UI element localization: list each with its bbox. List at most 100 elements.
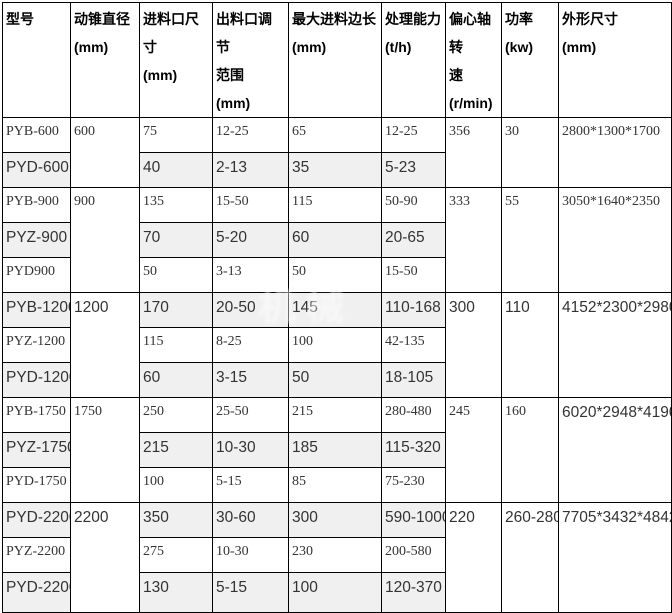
table-cell: 1200 — [70, 292, 140, 398]
column-header-line: 动锥直径 — [74, 11, 130, 27]
column-header-line: 外形尺寸 — [562, 11, 618, 27]
table-row: PYZ-1200 115 8-25 100 42-135 — [2, 327, 672, 363]
table-cell: 185 — [288, 432, 382, 468]
table-cell: 100 — [139, 467, 213, 503]
table-cell: 135 — [139, 187, 213, 223]
column-header-line: 功率 — [505, 11, 533, 27]
table-cell: 115-320 — [381, 432, 446, 468]
table-cell: 100 — [288, 327, 382, 363]
table-cell: 245 — [445, 397, 502, 503]
table-row: PYZ-2200 275 10-30 230 200-580 — [2, 537, 672, 573]
table-cell: 35 — [288, 152, 382, 188]
table-cell: 70 — [139, 222, 213, 258]
table-cell: 300 — [288, 502, 382, 538]
model-cell: PYZ-1200 — [2, 327, 71, 363]
column-header-line: 偏心轴转 — [449, 11, 491, 55]
column-header-line: 最大进料边长 — [292, 11, 376, 27]
column-header-line: (mm) — [216, 95, 251, 111]
table-cell: 250 — [139, 397, 213, 433]
table-cell: 85 — [288, 467, 382, 503]
column-header-line: (mm) — [562, 39, 597, 55]
table-cell: 18-105 — [381, 362, 446, 398]
table-cell: 5-20 — [212, 222, 289, 258]
column-header-line: 进料口尺寸 — [143, 11, 199, 55]
model-cell: PYB-600 — [2, 117, 71, 153]
table-cell: 356 — [445, 117, 502, 188]
column-header: 外形尺寸 (mm) — [558, 2, 672, 118]
column-header-line: 范围 — [216, 67, 244, 83]
model-cell: PYB-1750 — [2, 397, 71, 433]
table-cell: 30-60 — [212, 502, 289, 538]
table-row: PYD-2200 2200 350 30-60 300 590-1000 220 260-28… — [2, 502, 672, 613]
table-cell: 2-13 — [212, 152, 289, 188]
model-cell: PYZ-1750 — [2, 432, 71, 468]
model-cell: PYD-1750 — [2, 467, 71, 503]
table-cell: 590-1000 — [381, 502, 446, 538]
table-row: PYZ-1750 215 10-30 185 115-320 — [2, 432, 672, 468]
table-cell: 3-13 — [212, 257, 289, 293]
column-header: 偏心轴转速 (r/min) — [445, 2, 502, 118]
table-cell: 350 — [139, 502, 213, 538]
column-header-line: (mm) — [143, 67, 178, 83]
column-header: 进料口尺寸 (mm) — [139, 2, 213, 118]
model-cell: PYB-1200 — [2, 292, 71, 328]
column-header-line: (mm) — [74, 39, 109, 55]
table-cell: 5-15 — [212, 467, 289, 503]
column-header: 动锥直径 (mm) — [70, 2, 140, 118]
column-header: 最大进料边长 (mm) — [288, 2, 382, 118]
model-cell: PYD-1200 — [2, 362, 71, 398]
table-cell: 3-15 — [212, 362, 289, 398]
table-cell: 280-480 — [381, 397, 446, 433]
table-row: PYD900 50 3-13 50 15-50 — [2, 257, 672, 293]
table-cell: 42-135 — [381, 327, 446, 363]
column-header-line: (r/min) — [449, 95, 493, 111]
table-cell: 15-50 — [381, 257, 446, 293]
table-row: PYD-1200 60 3-15 50 18-105 — [2, 362, 672, 398]
column-header: 型号 — [2, 2, 71, 118]
table-cell: 2200 — [70, 502, 140, 613]
column-header-line: 速 — [449, 67, 463, 83]
table-cell: 600 — [70, 117, 140, 188]
table-row: PYD-1750 100 5-15 85 75-230 — [2, 467, 672, 503]
table-cell: 8-25 — [212, 327, 289, 363]
table-cell: 300 — [445, 292, 502, 398]
table-cell: 20-65 — [381, 222, 446, 258]
table-cell: 60 — [139, 362, 213, 398]
model-cell: PYD-600 — [2, 152, 71, 188]
table-cell: 65 — [288, 117, 382, 153]
table-cell: 2800*1300*1700 — [558, 117, 672, 188]
table-cell: 115 — [139, 327, 213, 363]
table-cell: 6020*2948*4190 — [558, 397, 672, 503]
table-cell: 170 — [139, 292, 213, 328]
table-cell: 3050*1640*2350 — [558, 187, 672, 293]
table-cell: 50 — [288, 257, 382, 293]
spec-table-header: 型号 动锥直径 (mm) 进料口尺寸 (mm) 出料口调节 范围 (mm) 最大进料边长 (mm)… — [2, 2, 672, 118]
column-header-line: 出料口调节 — [216, 11, 272, 55]
column-header: 处理能力 (t/h) — [381, 2, 446, 118]
table-row: PYZ-900 70 5-20 60 20-65 — [2, 222, 672, 258]
table-cell: 110-168 — [381, 292, 446, 328]
table-cell: 260-280 — [501, 502, 559, 613]
spec-table-body: PYB-600 600 75 12-25 65 12-25 356 30 2800*1300*1… — [2, 117, 672, 613]
table-cell: 10-30 — [212, 432, 289, 468]
table-cell: 75 — [139, 117, 213, 153]
table-cell: 145 — [288, 292, 382, 328]
table-cell: 230 — [288, 537, 382, 573]
table-cell: 40 — [139, 152, 213, 188]
table-cell: 215 — [139, 432, 213, 468]
model-cell: PYD-2200 — [2, 502, 71, 538]
table-cell: 7705*3432*4842 — [558, 502, 672, 613]
column-header: 出料口调节范围 (mm) — [212, 2, 289, 118]
table-cell: 1750 — [70, 397, 140, 503]
table-cell: 275 — [139, 537, 213, 573]
table-cell: 75-230 — [381, 467, 446, 503]
table-cell: 12-25 — [212, 117, 289, 153]
column-header: 功率 (kw) — [501, 2, 559, 118]
table-row: PYB-600 600 75 12-25 65 12-25 356 30 2800*1300*1… — [2, 117, 672, 188]
table-cell: 333 — [445, 187, 502, 293]
table-cell: 5-23 — [381, 152, 446, 188]
table-cell: 220 — [445, 502, 502, 613]
header-row: 型号 动锥直径 (mm) 进料口尺寸 (mm) 出料口调节 范围 (mm) 最大进料边长 (mm)… — [2, 2, 672, 118]
table-row: PYB-900 900 135 15-50 115 50-90 333 55 3050*1640… — [2, 187, 672, 293]
